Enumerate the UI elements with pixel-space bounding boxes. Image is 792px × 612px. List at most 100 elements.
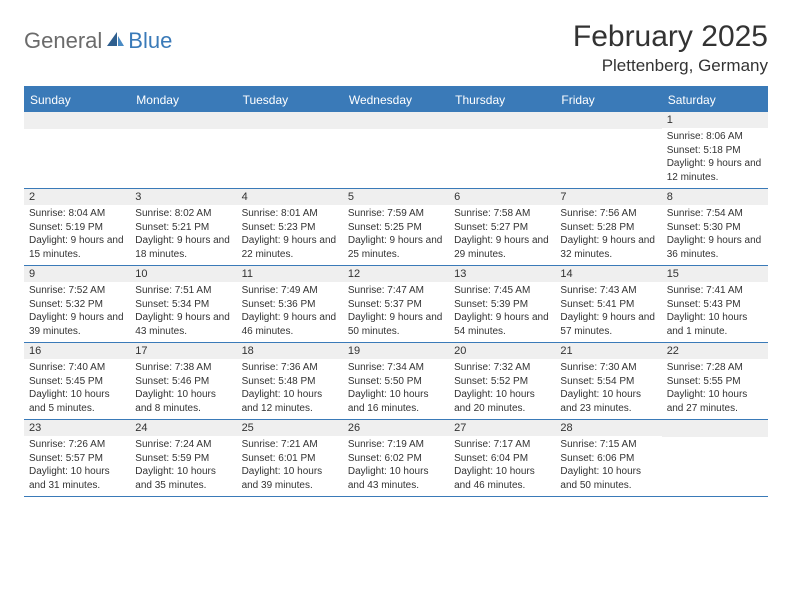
day-cell: 25Sunrise: 7:21 AMSunset: 6:01 PMDayligh… bbox=[237, 420, 343, 496]
day-body: Sunrise: 7:24 AMSunset: 5:59 PMDaylight:… bbox=[130, 436, 236, 496]
day-body: Sunrise: 8:01 AMSunset: 5:23 PMDaylight:… bbox=[237, 205, 343, 265]
day-body: Sunrise: 7:40 AMSunset: 5:45 PMDaylight:… bbox=[24, 359, 130, 419]
empty-day-number bbox=[24, 112, 130, 129]
empty-day-number bbox=[555, 112, 661, 129]
day-number: 23 bbox=[24, 420, 130, 436]
day-number: 27 bbox=[449, 420, 555, 436]
day-header-cell: Friday bbox=[555, 88, 661, 112]
day-cell: 3Sunrise: 8:02 AMSunset: 5:21 PMDaylight… bbox=[130, 189, 236, 265]
day-cell: 14Sunrise: 7:43 AMSunset: 5:41 PMDayligh… bbox=[555, 266, 661, 342]
day-cell: 23Sunrise: 7:26 AMSunset: 5:57 PMDayligh… bbox=[24, 420, 130, 496]
title-block: February 2025 Plettenberg, Germany bbox=[573, 20, 768, 76]
day-body: Sunrise: 7:47 AMSunset: 5:37 PMDaylight:… bbox=[343, 282, 449, 342]
day-cell: 16Sunrise: 7:40 AMSunset: 5:45 PMDayligh… bbox=[24, 343, 130, 419]
day-body: Sunrise: 7:45 AMSunset: 5:39 PMDaylight:… bbox=[449, 282, 555, 342]
day-cell bbox=[343, 112, 449, 188]
day-body: Sunrise: 7:43 AMSunset: 5:41 PMDaylight:… bbox=[555, 282, 661, 342]
empty-day-number bbox=[662, 420, 768, 437]
day-number: 26 bbox=[343, 420, 449, 436]
logo: General Blue bbox=[24, 28, 172, 54]
day-number: 11 bbox=[237, 266, 343, 282]
day-body: Sunrise: 7:51 AMSunset: 5:34 PMDaylight:… bbox=[130, 282, 236, 342]
week-row: 16Sunrise: 7:40 AMSunset: 5:45 PMDayligh… bbox=[24, 343, 768, 420]
week-row: 23Sunrise: 7:26 AMSunset: 5:57 PMDayligh… bbox=[24, 420, 768, 497]
logo-text-general: General bbox=[24, 28, 102, 54]
day-header-cell: Sunday bbox=[24, 88, 130, 112]
day-body: Sunrise: 7:36 AMSunset: 5:48 PMDaylight:… bbox=[237, 359, 343, 419]
day-cell: 27Sunrise: 7:17 AMSunset: 6:04 PMDayligh… bbox=[449, 420, 555, 496]
day-number: 19 bbox=[343, 343, 449, 359]
empty-day-number bbox=[130, 112, 236, 129]
day-number: 24 bbox=[130, 420, 236, 436]
empty-day-number bbox=[449, 112, 555, 129]
day-header-cell: Monday bbox=[130, 88, 236, 112]
day-cell bbox=[237, 112, 343, 188]
day-body: Sunrise: 7:38 AMSunset: 5:46 PMDaylight:… bbox=[130, 359, 236, 419]
day-body: Sunrise: 7:49 AMSunset: 5:36 PMDaylight:… bbox=[237, 282, 343, 342]
day-number: 2 bbox=[24, 189, 130, 205]
day-cell: 13Sunrise: 7:45 AMSunset: 5:39 PMDayligh… bbox=[449, 266, 555, 342]
day-cell: 19Sunrise: 7:34 AMSunset: 5:50 PMDayligh… bbox=[343, 343, 449, 419]
day-cell: 7Sunrise: 7:56 AMSunset: 5:28 PMDaylight… bbox=[555, 189, 661, 265]
day-cell: 5Sunrise: 7:59 AMSunset: 5:25 PMDaylight… bbox=[343, 189, 449, 265]
day-cell: 11Sunrise: 7:49 AMSunset: 5:36 PMDayligh… bbox=[237, 266, 343, 342]
day-header-cell: Thursday bbox=[449, 88, 555, 112]
day-number: 3 bbox=[130, 189, 236, 205]
day-cell: 4Sunrise: 8:01 AMSunset: 5:23 PMDaylight… bbox=[237, 189, 343, 265]
day-cell bbox=[662, 420, 768, 496]
day-cell: 28Sunrise: 7:15 AMSunset: 6:06 PMDayligh… bbox=[555, 420, 661, 496]
day-body: Sunrise: 7:30 AMSunset: 5:54 PMDaylight:… bbox=[555, 359, 661, 419]
day-header-cell: Tuesday bbox=[237, 88, 343, 112]
day-cell: 10Sunrise: 7:51 AMSunset: 5:34 PMDayligh… bbox=[130, 266, 236, 342]
day-cell: 22Sunrise: 7:28 AMSunset: 5:55 PMDayligh… bbox=[662, 343, 768, 419]
empty-day-number bbox=[237, 112, 343, 129]
day-body: Sunrise: 7:17 AMSunset: 6:04 PMDaylight:… bbox=[449, 436, 555, 496]
day-cell: 1Sunrise: 8:06 AMSunset: 5:18 PMDaylight… bbox=[662, 112, 768, 188]
day-body: Sunrise: 7:56 AMSunset: 5:28 PMDaylight:… bbox=[555, 205, 661, 265]
day-body: Sunrise: 8:06 AMSunset: 5:18 PMDaylight:… bbox=[662, 128, 768, 188]
sail-icon bbox=[105, 30, 125, 53]
day-number: 18 bbox=[237, 343, 343, 359]
day-number: 10 bbox=[130, 266, 236, 282]
day-cell: 15Sunrise: 7:41 AMSunset: 5:43 PMDayligh… bbox=[662, 266, 768, 342]
day-header-row: SundayMondayTuesdayWednesdayThursdayFrid… bbox=[24, 88, 768, 112]
day-cell bbox=[555, 112, 661, 188]
week-row: 1Sunrise: 8:06 AMSunset: 5:18 PMDaylight… bbox=[24, 112, 768, 189]
day-body: Sunrise: 8:04 AMSunset: 5:19 PMDaylight:… bbox=[24, 205, 130, 265]
day-number: 1 bbox=[662, 112, 768, 128]
day-body: Sunrise: 7:59 AMSunset: 5:25 PMDaylight:… bbox=[343, 205, 449, 265]
day-number: 7 bbox=[555, 189, 661, 205]
day-cell: 24Sunrise: 7:24 AMSunset: 5:59 PMDayligh… bbox=[130, 420, 236, 496]
day-number: 16 bbox=[24, 343, 130, 359]
week-row: 2Sunrise: 8:04 AMSunset: 5:19 PMDaylight… bbox=[24, 189, 768, 266]
empty-day-number bbox=[343, 112, 449, 129]
day-body: Sunrise: 7:54 AMSunset: 5:30 PMDaylight:… bbox=[662, 205, 768, 265]
day-number: 15 bbox=[662, 266, 768, 282]
day-cell bbox=[24, 112, 130, 188]
day-number: 8 bbox=[662, 189, 768, 205]
header: General Blue February 2025 Plettenberg, … bbox=[24, 20, 768, 76]
day-body: Sunrise: 7:52 AMSunset: 5:32 PMDaylight:… bbox=[24, 282, 130, 342]
day-cell: 8Sunrise: 7:54 AMSunset: 5:30 PMDaylight… bbox=[662, 189, 768, 265]
day-cell: 2Sunrise: 8:04 AMSunset: 5:19 PMDaylight… bbox=[24, 189, 130, 265]
day-number: 25 bbox=[237, 420, 343, 436]
day-cell bbox=[130, 112, 236, 188]
day-body: Sunrise: 7:15 AMSunset: 6:06 PMDaylight:… bbox=[555, 436, 661, 496]
day-cell: 17Sunrise: 7:38 AMSunset: 5:46 PMDayligh… bbox=[130, 343, 236, 419]
day-header-cell: Wednesday bbox=[343, 88, 449, 112]
day-cell: 20Sunrise: 7:32 AMSunset: 5:52 PMDayligh… bbox=[449, 343, 555, 419]
day-body: Sunrise: 7:28 AMSunset: 5:55 PMDaylight:… bbox=[662, 359, 768, 419]
day-body: Sunrise: 7:41 AMSunset: 5:43 PMDaylight:… bbox=[662, 282, 768, 342]
day-header-cell: Saturday bbox=[662, 88, 768, 112]
calendar: SundayMondayTuesdayWednesdayThursdayFrid… bbox=[24, 86, 768, 497]
day-body: Sunrise: 7:34 AMSunset: 5:50 PMDaylight:… bbox=[343, 359, 449, 419]
day-number: 20 bbox=[449, 343, 555, 359]
month-title: February 2025 bbox=[573, 20, 768, 54]
day-cell: 6Sunrise: 7:58 AMSunset: 5:27 PMDaylight… bbox=[449, 189, 555, 265]
day-number: 12 bbox=[343, 266, 449, 282]
weeks-container: 1Sunrise: 8:06 AMSunset: 5:18 PMDaylight… bbox=[24, 112, 768, 497]
day-number: 4 bbox=[237, 189, 343, 205]
day-body: Sunrise: 7:58 AMSunset: 5:27 PMDaylight:… bbox=[449, 205, 555, 265]
day-number: 21 bbox=[555, 343, 661, 359]
day-number: 9 bbox=[24, 266, 130, 282]
